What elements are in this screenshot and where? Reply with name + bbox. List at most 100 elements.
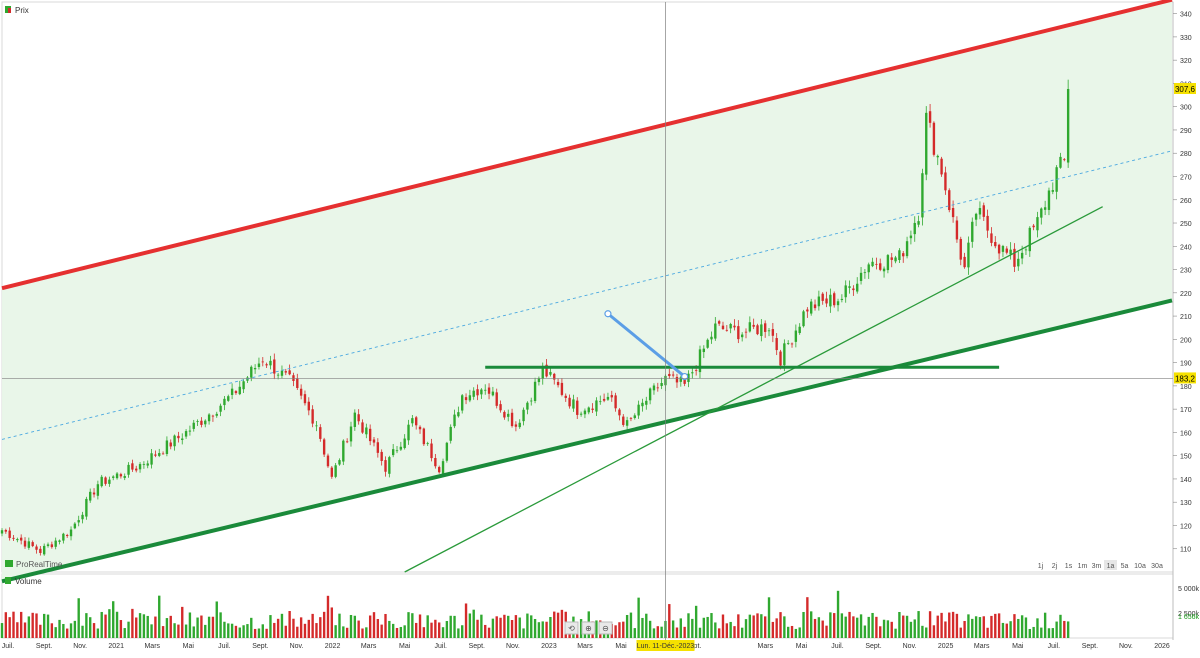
candle-body bbox=[967, 242, 970, 268]
candle-body bbox=[200, 420, 203, 425]
candle bbox=[652, 383, 656, 395]
timeframe-button-30a[interactable]: 30a bbox=[1151, 563, 1163, 570]
volume-bar bbox=[671, 620, 675, 638]
candle-body bbox=[798, 326, 801, 334]
volume-bar bbox=[698, 627, 702, 638]
zoom-in-button[interactable] bbox=[581, 621, 596, 635]
candle bbox=[422, 427, 426, 446]
candle-body bbox=[161, 453, 165, 455]
timeframe-label: 1s bbox=[1065, 563, 1073, 570]
candle-body bbox=[545, 364, 548, 377]
candle-body bbox=[73, 523, 77, 529]
candle bbox=[556, 378, 560, 388]
candle-body bbox=[96, 484, 100, 496]
volume-bar bbox=[4, 612, 8, 638]
volume-bar bbox=[645, 613, 648, 638]
candle bbox=[733, 319, 736, 331]
timeframe-selector[interactable]: 1j 2j 1s 1m 3m 1a 5a 10a 30a bbox=[1038, 560, 1163, 570]
x-tick-label: Juil. bbox=[435, 643, 448, 650]
arrow-start-handle[interactable] bbox=[604, 310, 612, 318]
volume-bar bbox=[990, 615, 993, 638]
candle-body bbox=[737, 326, 740, 340]
candle bbox=[633, 413, 636, 420]
timeframe-button-1m[interactable]: 1m bbox=[1078, 563, 1088, 570]
candle bbox=[69, 526, 73, 541]
volume-bar bbox=[353, 615, 357, 638]
volume-bar bbox=[0, 623, 4, 638]
candle-body bbox=[948, 190, 951, 211]
channel-midline[interactable] bbox=[1, 150, 1173, 440]
candle bbox=[54, 537, 57, 550]
timeframe-button-3m[interactable]: 3m bbox=[1092, 563, 1102, 570]
candle bbox=[771, 322, 775, 343]
candle bbox=[760, 319, 763, 342]
reset-zoom-button[interactable] bbox=[564, 621, 579, 635]
candle-body bbox=[391, 449, 395, 456]
candle bbox=[610, 390, 613, 402]
candle bbox=[181, 433, 184, 445]
volume-bar bbox=[284, 625, 287, 638]
volume-bar bbox=[668, 604, 671, 638]
timeframe-button-1s[interactable]: 1s bbox=[1065, 563, 1073, 570]
candle-body bbox=[16, 539, 19, 541]
timeframe-button-10a[interactable]: 10a bbox=[1134, 563, 1146, 570]
support-trendline[interactable] bbox=[404, 206, 1103, 573]
volume-bar bbox=[994, 613, 997, 638]
projection-arrow[interactable] bbox=[606, 312, 687, 379]
candle-body bbox=[683, 378, 686, 384]
candle bbox=[591, 403, 594, 413]
candle-body bbox=[150, 453, 153, 465]
candle bbox=[790, 342, 794, 348]
volume-bar bbox=[307, 619, 310, 638]
volume-bar bbox=[280, 613, 284, 638]
volume-bar bbox=[127, 621, 130, 638]
candle-body bbox=[717, 321, 721, 324]
candle-body bbox=[215, 413, 218, 416]
candle bbox=[510, 408, 514, 428]
timeframe-button-5a[interactable]: 5a bbox=[1121, 563, 1129, 570]
volume-bar bbox=[1059, 614, 1062, 638]
timeframe-button-1j[interactable]: 1j bbox=[1038, 563, 1044, 570]
arrow-end-handle[interactable] bbox=[681, 372, 689, 381]
timeframe-button-2j[interactable]: 2j bbox=[1052, 563, 1058, 570]
candle bbox=[925, 106, 928, 181]
volume-bar bbox=[472, 609, 475, 638]
volume-bar bbox=[767, 597, 771, 638]
volume-bar bbox=[16, 622, 19, 638]
y-tick-label: 240 bbox=[1180, 244, 1192, 251]
volume-bar bbox=[886, 620, 890, 638]
candle-body bbox=[476, 389, 479, 396]
channel-upper-line[interactable] bbox=[1, 0, 1173, 291]
candle-body bbox=[261, 361, 264, 363]
candle-body bbox=[438, 467, 441, 473]
candle-body bbox=[177, 435, 180, 439]
volume-bar bbox=[338, 613, 341, 638]
channel-lower-line[interactable] bbox=[1, 298, 1173, 584]
candle bbox=[384, 456, 387, 477]
volume-bar bbox=[786, 626, 790, 638]
candle-body bbox=[112, 476, 115, 478]
x-tick-label: Mars bbox=[577, 643, 593, 650]
zoom-controls[interactable]: ⟲ ⊕ ⊖ bbox=[564, 621, 613, 635]
volume-bar bbox=[875, 616, 878, 638]
candle bbox=[679, 375, 682, 387]
candle-body bbox=[66, 535, 69, 536]
volume-bar bbox=[518, 617, 521, 638]
candle-body bbox=[69, 529, 73, 537]
volume-bar bbox=[522, 628, 525, 638]
candle-body bbox=[829, 294, 832, 307]
candle-body bbox=[637, 404, 640, 416]
candle-body bbox=[990, 233, 993, 243]
volume-bar bbox=[138, 613, 142, 638]
candle bbox=[426, 441, 429, 446]
timeframe-button-1a[interactable]: 1a bbox=[1104, 560, 1117, 570]
zoom-out-button[interactable] bbox=[598, 621, 613, 635]
candle bbox=[464, 393, 468, 405]
candle bbox=[526, 401, 529, 415]
candle-body bbox=[775, 338, 778, 351]
candle-body bbox=[767, 330, 771, 332]
volume-bar bbox=[556, 612, 560, 638]
x-tick-label: Sept. bbox=[1082, 643, 1098, 650]
